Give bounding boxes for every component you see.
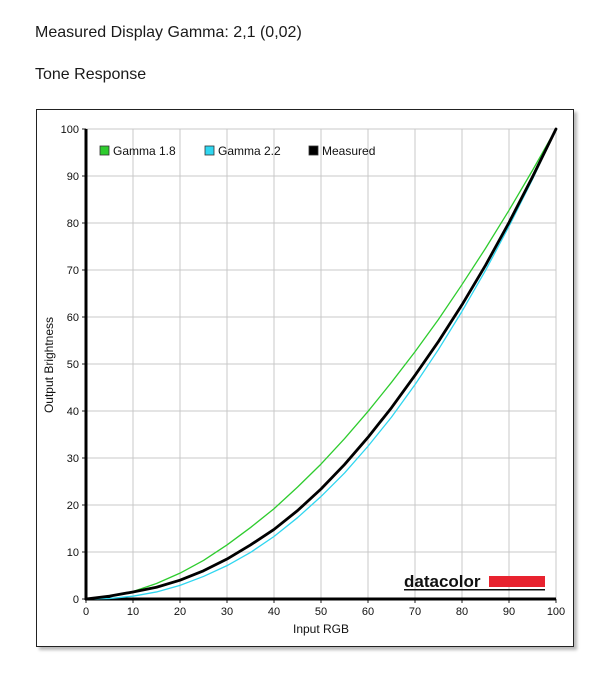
datacolor-logo: datacolor bbox=[404, 572, 545, 591]
chart-axes bbox=[82, 128, 557, 603]
x-tick-label: 50 bbox=[315, 606, 327, 618]
legend-label-measured: Measured bbox=[322, 144, 375, 158]
datacolor-logo-underline bbox=[404, 589, 545, 591]
series-line-gamma-2-2 bbox=[85, 128, 557, 600]
x-tick-label: 100 bbox=[547, 606, 565, 618]
y-tick-label: 10 bbox=[67, 547, 79, 559]
legend-label-gamma-2-2: Gamma 2.2 bbox=[218, 144, 281, 158]
y-tick-label: 40 bbox=[67, 406, 79, 418]
y-tick-label: 70 bbox=[67, 265, 79, 277]
y-tick-label: 90 bbox=[67, 171, 79, 183]
x-tick-label: 60 bbox=[362, 606, 374, 618]
x-tick-label: 40 bbox=[268, 606, 280, 618]
measured-gamma-heading: Measured Display Gamma: 2,1 (0,02) bbox=[35, 24, 302, 41]
tone-response-chart: 0 10 20 30 40 50 60 70 80 90 100 0 10 20 30 40 50 60 70 80 9… bbox=[42, 124, 566, 636]
x-tick-label: 90 bbox=[503, 606, 515, 618]
legend-swatch-gamma-2-2 bbox=[204, 145, 215, 156]
legend-swatch-gamma-1-8 bbox=[99, 145, 110, 156]
x-tick-label: 30 bbox=[221, 606, 233, 618]
x-tick-label: 70 bbox=[409, 606, 421, 618]
y-tick-label: 100 bbox=[61, 124, 79, 136]
x-tick-label: 20 bbox=[174, 606, 186, 618]
chart-series bbox=[84, 127, 558, 601]
chart-legend: Gamma 1.8 Gamma 2.2 Measured bbox=[99, 144, 375, 158]
datacolor-logo-bar bbox=[489, 576, 545, 587]
y-tick-label: 20 bbox=[67, 500, 79, 512]
x-axis-title: Input RGB bbox=[293, 622, 349, 636]
y-tick-label: 80 bbox=[67, 218, 79, 230]
series-line-measured bbox=[84, 127, 558, 601]
y-tick-label: 60 bbox=[67, 312, 79, 324]
chart-tick-labels: 0 10 20 30 40 50 60 70 80 90 100 0 10 20 30 40 50 60 70 80 9… bbox=[61, 124, 566, 618]
y-tick-label: 0 bbox=[73, 594, 79, 606]
series-line-gamma-1-8 bbox=[85, 128, 557, 600]
y-axis-title: Output Brightness bbox=[42, 317, 56, 413]
y-tick-label: 30 bbox=[67, 453, 79, 465]
legend-swatch-measured bbox=[308, 145, 319, 156]
chart-gridlines bbox=[86, 128, 557, 599]
legend-label-gamma-1-8: Gamma 1.8 bbox=[113, 144, 176, 158]
tone-response-chart-frame: 0 10 20 30 40 50 60 70 80 90 100 0 10 20 30 40 50 60 70 80 9… bbox=[36, 109, 574, 647]
x-tick-label: 80 bbox=[456, 606, 468, 618]
y-tick-label: 50 bbox=[67, 359, 79, 371]
datacolor-logo-text: datacolor bbox=[404, 572, 481, 591]
x-tick-label: 10 bbox=[127, 606, 139, 618]
x-tick-label: 0 bbox=[83, 606, 89, 618]
tone-response-heading: Tone Response bbox=[35, 66, 147, 83]
